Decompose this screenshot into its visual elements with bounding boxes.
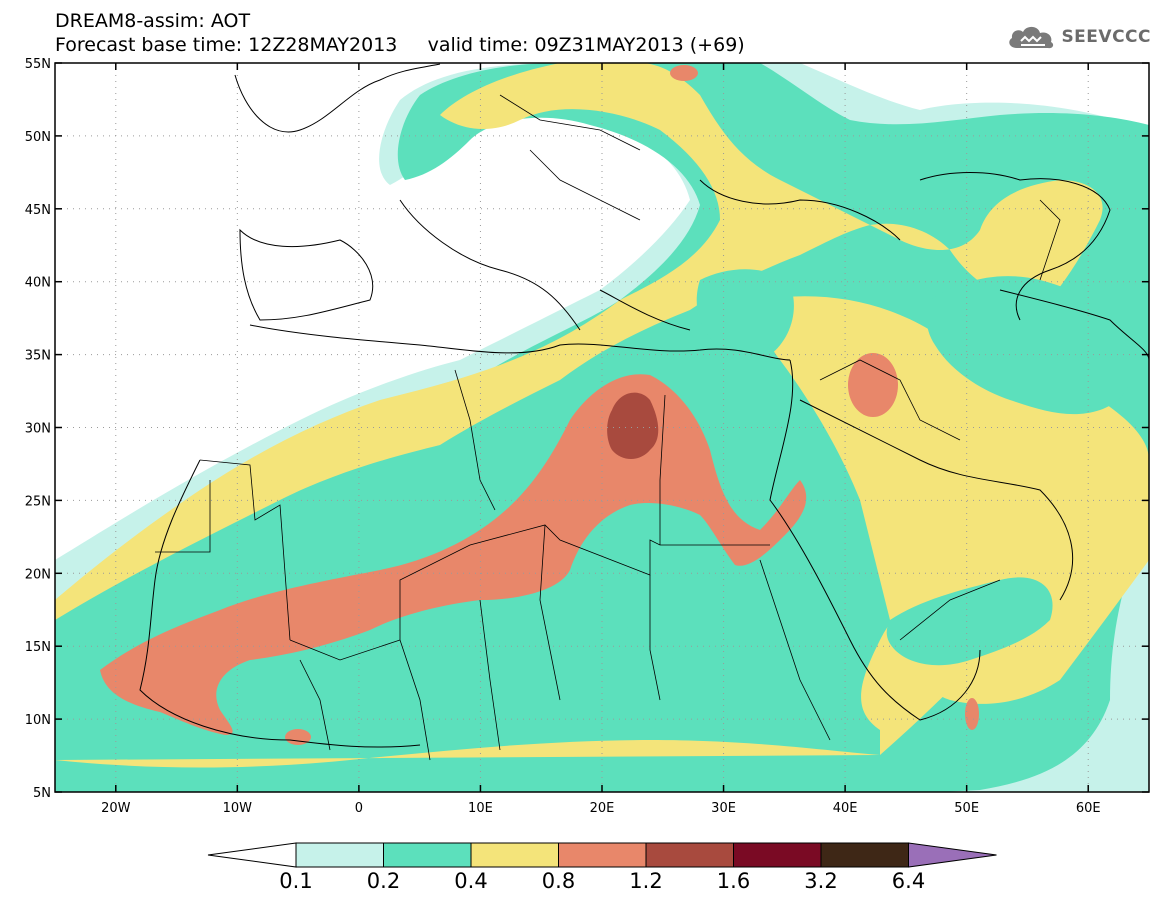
colorbar-label: 0.4: [454, 869, 487, 893]
seevccc-logo: SEEVCCC: [1005, 22, 1151, 52]
lon-tick-label: 60E: [1076, 801, 1101, 816]
colorbar-bin: [733, 842, 822, 868]
aot-contour-0.4: [55, 63, 1103, 620]
country-borders: [155, 94, 1061, 761]
aot-contour-0.2-iran: [926, 276, 1134, 415]
aot-contour-0.8-somalia: [965, 698, 979, 730]
lon-tick-label: 10W: [223, 801, 253, 816]
logo-text: SEEVCCC: [1061, 27, 1151, 47]
lat-tick-label: 10N: [25, 713, 51, 728]
chart-title: DREAM8-assim: AOT: [55, 10, 251, 32]
longitude-labels: 20W 10W 0 10E 20E 30E 40E 50E 60E: [101, 801, 1101, 816]
coastlines: [139, 63, 1149, 748]
colorbar-bin: [558, 842, 647, 868]
aot-contour-0.8: [100, 374, 807, 735]
lat-tick-label: 50N: [25, 130, 51, 145]
aot-contour-1.2: [607, 392, 659, 459]
lat-tick-label: 40N: [25, 276, 51, 291]
lat-tick-label: 35N: [25, 349, 51, 364]
aot-field: [55, 63, 1149, 792]
colorbar-label: 3.2: [804, 869, 837, 893]
lon-tick-label: 10E: [468, 801, 493, 816]
aot-contour-0.2-arabia: [886, 577, 1053, 666]
lat-tick-label: 20N: [25, 567, 51, 582]
lon-tick-label: 0: [355, 801, 363, 816]
colorbar-bin: [470, 842, 559, 868]
aot-contour-0.2-sudan: [618, 618, 750, 722]
lon-tick-label: 50E: [954, 801, 979, 816]
colorbar-bin: [820, 842, 909, 868]
colorbar-label: 6.4: [892, 869, 925, 893]
lat-tick-label: 45N: [25, 203, 51, 218]
lon-tick-label: 20E: [590, 801, 615, 816]
lat-tick-label: 30N: [25, 422, 51, 437]
colorbar-label: 1.2: [629, 869, 662, 893]
aot-colorbar: 0.1 0.2 0.4 0.8 1.2 1.6 3.2 6.4: [207, 842, 997, 893]
colorbar-bin: [383, 842, 472, 868]
aot-contour-0.2-eastmed: [696, 269, 794, 359]
colorbar-over-arrow: [908, 842, 997, 868]
map-grid: [55, 63, 1149, 792]
lat-tick-label: 5N: [33, 786, 51, 801]
colorbar-label: 1.6: [717, 869, 750, 893]
colorbar-label: 0.2: [367, 869, 400, 893]
aot-contour-0.8-ivorycoast: [285, 729, 311, 745]
aot-contour-0.8-north: [670, 65, 698, 81]
colorbar-under-arrow: [207, 842, 297, 868]
lon-tick-label: 30E: [711, 801, 736, 816]
colorbar-label: 0.1: [279, 869, 312, 893]
lat-tick-label: 55N: [25, 57, 51, 72]
forecast-time-line: Forecast base time: 12Z28MAY2013 valid t…: [55, 34, 745, 56]
lat-tick-label: 15N: [25, 640, 51, 655]
aot-contour-0.8-iraq: [848, 353, 898, 417]
colorbar-label: 0.8: [542, 869, 575, 893]
lat-tick-label: 25N: [25, 494, 51, 509]
axis-ticks: [55, 62, 1149, 793]
lon-tick-label: 20W: [101, 801, 131, 816]
lon-tick-label: 40E: [833, 801, 858, 816]
latitude-labels: 55N 50N 45N 40N 35N 30N 25N 20N 15N 10N 5N: [25, 57, 51, 801]
cloud-icon: [1009, 26, 1054, 49]
colorbar-bin: [295, 842, 384, 868]
colorbar-bin: [645, 842, 734, 868]
